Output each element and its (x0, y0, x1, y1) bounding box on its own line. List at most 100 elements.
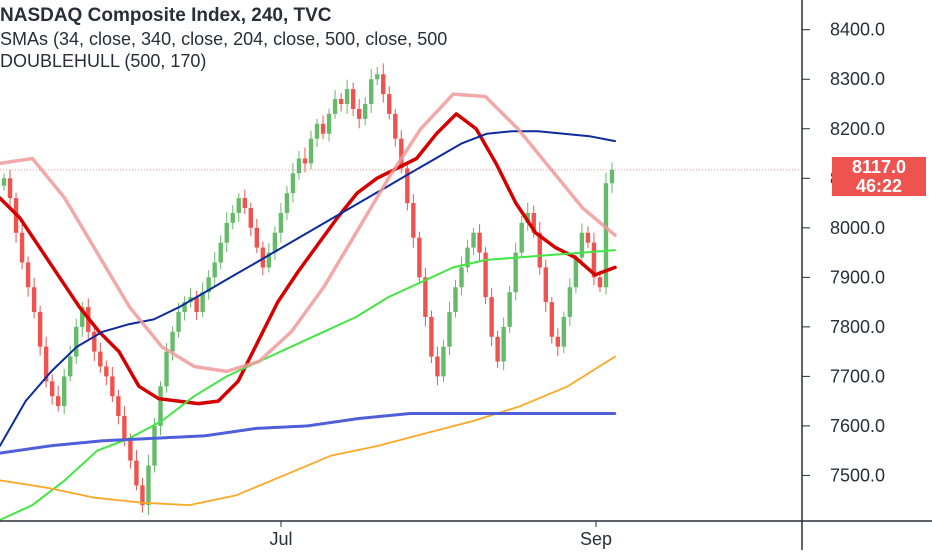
candle-down (555, 336, 561, 347)
y-tick-label: 8200.0 (830, 119, 885, 139)
hull-indicator-label[interactable]: DOUBLEHULL (500, 170) (0, 51, 207, 71)
candle-down (350, 89, 356, 109)
x-axis-ticks[interactable]: Jul Sep (269, 521, 612, 549)
candle-up (212, 262, 217, 278)
candle-up (284, 193, 290, 213)
bar-countdown-badge: 46:22 (832, 176, 926, 196)
candle-up (332, 99, 338, 114)
candle-down (423, 277, 428, 317)
indicator-lines-layer (0, 92, 617, 521)
candle-down (55, 396, 61, 407)
candle-down (248, 208, 254, 228)
y-tick-label: 7800.0 (830, 317, 885, 337)
candle-down (128, 440, 133, 461)
candle-up (61, 376, 67, 407)
candle-down (37, 312, 43, 347)
candle-up (296, 158, 302, 174)
candle-down (110, 376, 115, 397)
candle-down (98, 351, 103, 367)
candle-up (447, 312, 452, 347)
candle-down (585, 232, 591, 243)
candle-up (80, 307, 85, 327)
candle-down (405, 168, 410, 204)
candle-up (579, 232, 585, 258)
candle-up (573, 257, 579, 288)
candle-down (7, 178, 13, 199)
candle-up (182, 302, 187, 312)
candle-up (453, 287, 458, 312)
candle-down (194, 297, 199, 312)
candle-down (393, 113, 398, 139)
candle-down (591, 242, 597, 278)
candle-down (104, 366, 109, 377)
candle-up (369, 79, 374, 104)
y-tick-label: 7900.0 (830, 267, 885, 287)
candle-down (260, 247, 266, 268)
candle-down (429, 316, 434, 357)
candle-down (495, 336, 500, 362)
candle-down (25, 262, 31, 288)
candle-down (417, 237, 422, 278)
candle-down (43, 346, 49, 382)
y-tick-label: 8400.0 (830, 20, 885, 40)
candle-up (152, 425, 157, 466)
candle-up (74, 326, 79, 357)
candle-up (1, 178, 7, 186)
candle-up (158, 386, 163, 426)
candle-up (218, 242, 223, 263)
candle-down (116, 396, 121, 416)
candle-down (19, 232, 25, 263)
candle-up (519, 222, 524, 253)
candle-up (176, 312, 181, 332)
candle-up (290, 173, 296, 194)
candle-down (549, 302, 555, 337)
candle-down (399, 138, 404, 169)
candle-up (170, 331, 175, 352)
indicator-line-1 (0, 130, 616, 447)
symbol-title[interactable]: NASDAQ Composite Index, 240, TVC (0, 5, 332, 26)
candle-down (49, 381, 55, 397)
candle-down (381, 74, 386, 95)
candle-down (387, 94, 392, 114)
candle-down (122, 416, 127, 441)
chart-legend: NASDAQ Composite Index, 240, TVC SMAs (3… (0, 4, 800, 72)
candle-down (489, 297, 494, 337)
candle-down (356, 108, 362, 119)
candle-up (561, 316, 567, 347)
candle-down (537, 232, 542, 268)
candle-up (603, 183, 609, 288)
candle-down (597, 277, 603, 288)
candle-up (230, 212, 235, 223)
candle-down (140, 485, 145, 506)
candle-up (471, 232, 476, 248)
candle-down (134, 460, 139, 486)
indicator-line-4 (0, 412, 617, 455)
y-tick-label: 7700.0 (830, 366, 885, 386)
last-price-badge: 8117.0 (832, 157, 926, 177)
y-tick-label: 7500.0 (830, 465, 885, 485)
candle-down (435, 356, 440, 377)
indicator-line-0 (0, 112, 617, 406)
candle-down (320, 123, 326, 134)
x-tick-label: Sep (580, 529, 612, 549)
y-tick-label: 7600.0 (830, 416, 885, 436)
y-axis-ticks[interactable]: 7500.07600.07700.07800.07900.08000.08100… (802, 20, 885, 486)
candle-up (375, 74, 380, 80)
candle-down (254, 227, 260, 248)
candle-up (308, 138, 314, 164)
candle-down (531, 212, 536, 233)
candle-up (68, 356, 73, 377)
candle-up (314, 123, 320, 139)
candle-down (302, 158, 308, 164)
sma-indicator-label[interactable]: SMAs (34, close, 340, close, 204, close,… (0, 29, 448, 49)
plot-background (0, 0, 800, 520)
candle-up (567, 287, 573, 317)
candle-up (513, 252, 518, 293)
candle-down (483, 252, 488, 298)
candle-up (362, 104, 368, 119)
candle-down (411, 203, 416, 238)
candle-up (206, 277, 211, 293)
candle-up (272, 232, 278, 253)
